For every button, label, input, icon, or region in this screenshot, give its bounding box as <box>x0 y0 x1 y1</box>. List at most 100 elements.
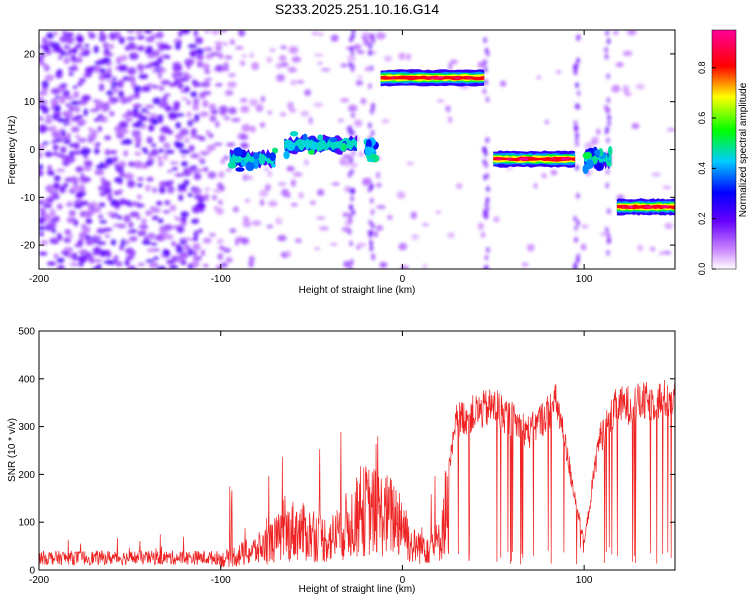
spectrogram-cell <box>222 42 228 46</box>
spectrogram-cell <box>291 56 302 63</box>
ridge-blob <box>594 162 604 172</box>
spectrogram-cell <box>84 44 90 48</box>
spectrogram-cell <box>192 243 201 251</box>
spectrogram-cell <box>100 176 106 184</box>
spectrogram-cell <box>245 175 254 180</box>
spectrogram-cell <box>371 37 376 44</box>
spectrogram-cell <box>93 235 102 240</box>
spectrogram-cell <box>44 151 53 157</box>
ridge-blob <box>235 167 245 172</box>
spectrogram-cell <box>367 83 372 90</box>
spectrogram-cell <box>340 98 350 103</box>
spectrogram-cell <box>349 204 354 211</box>
spectrogram-cell <box>267 170 273 178</box>
spectrogram-cell <box>117 180 123 185</box>
spectrogram-cell <box>164 149 175 155</box>
spectrogram-cell <box>347 228 352 235</box>
spectrogram-xlabel: Height of straight line (km) <box>299 285 416 296</box>
snr-xlabel: Height of straight line (km) <box>299 584 416 595</box>
spectrogram-cell <box>213 142 223 146</box>
spectrogram-cell <box>66 36 75 45</box>
spectrogram-cell <box>49 221 57 229</box>
spectrogram-cell <box>480 231 486 238</box>
spectrogram-cell <box>346 55 356 62</box>
spectrogram-cell <box>106 211 117 215</box>
spectrogram-cell <box>181 161 188 167</box>
spectrogram-cell <box>159 225 165 233</box>
spectrogram-cell <box>58 134 69 140</box>
spectrogram-cell <box>361 31 370 37</box>
spectrogram-cell <box>193 253 199 262</box>
spectrogram-cell <box>300 110 310 117</box>
spectrogram-cell <box>204 64 210 69</box>
spectrogram-cell <box>46 114 51 119</box>
spectrogram-cell <box>49 125 57 134</box>
spectrogram-cell <box>238 30 246 37</box>
spectrogram-cell <box>485 205 490 212</box>
spectrogram-cell <box>354 119 363 127</box>
spectrogram-cell <box>46 32 54 39</box>
spectrogram-cell <box>107 193 113 202</box>
spectrogram-cell <box>163 234 174 240</box>
y-tick-label: 100 <box>18 518 35 529</box>
snr-series-line <box>39 379 675 568</box>
spectrogram-cell <box>492 216 500 223</box>
spectrogram-cell <box>50 98 59 106</box>
spectrogram-cell <box>343 260 352 268</box>
spectrogram-cell <box>314 53 324 57</box>
spectrogram-cell <box>161 95 168 102</box>
ridge-blob <box>582 152 592 160</box>
spectrogram-cell <box>483 265 488 269</box>
spectrogram-cell <box>120 238 126 247</box>
spectrogram-cell <box>347 104 358 112</box>
spectrogram-cell <box>447 62 453 71</box>
spectrogram-cell <box>205 129 211 136</box>
spectrogram-cell <box>259 103 264 109</box>
spectrogram-cell <box>193 30 198 37</box>
spectrogram-cell <box>190 58 195 63</box>
spectrogram-cell <box>436 99 445 103</box>
spectrogram-cell <box>193 173 202 181</box>
spectrogram-cell <box>70 176 79 184</box>
spectrogram-cell <box>227 81 237 88</box>
spectrogram-cell <box>68 210 76 217</box>
spectrogram-ridges <box>227 69 675 216</box>
spectrogram-cell <box>314 247 320 251</box>
spectrogram-cell <box>526 243 535 252</box>
spectrogram-cell <box>580 243 587 251</box>
spectrogram-cell <box>499 80 507 87</box>
spectrogram-cell <box>99 68 107 74</box>
spectrogram-cell <box>75 43 83 49</box>
spectrogram-cell <box>85 234 91 242</box>
spectrogram-cell <box>136 183 143 188</box>
spectrogram-cell <box>483 37 488 44</box>
spectrogram-cell <box>158 218 164 224</box>
y-tick-label: 500 <box>18 327 35 338</box>
spectrogram-cell <box>163 152 168 161</box>
snr-ylabel: SNR (10 * v/v) <box>7 418 18 482</box>
spectrogram-cell <box>239 133 249 141</box>
spectrogram-cell <box>251 62 260 71</box>
x-tick-label: 0 <box>400 274 406 285</box>
spectrogram-cell <box>104 135 112 141</box>
spectrogram-cell <box>83 108 88 116</box>
spectrogram-cell <box>350 195 355 202</box>
spectrogram-cell <box>194 218 199 224</box>
spectrogram-cell <box>187 193 194 197</box>
spectrogram-cell <box>218 170 225 179</box>
spectrogram-cell <box>242 220 252 228</box>
y-tick-label: 400 <box>18 374 35 385</box>
spectrogram-cell <box>179 128 189 136</box>
spectrogram-cell <box>398 52 406 60</box>
spectrogram-cell <box>98 202 106 208</box>
spectrogram-cell <box>167 180 175 184</box>
spectrogram-cell <box>651 172 661 177</box>
spectrogram-cell <box>379 261 388 269</box>
spectrogram-cell <box>483 150 488 157</box>
spectrogram-cell <box>605 137 610 144</box>
spectrogram-cell <box>275 62 282 70</box>
spectrogram-cell <box>151 261 159 268</box>
spectrogram-cell <box>290 79 297 86</box>
spectrogram-cell <box>351 209 356 216</box>
spectrogram-cell <box>169 161 179 165</box>
